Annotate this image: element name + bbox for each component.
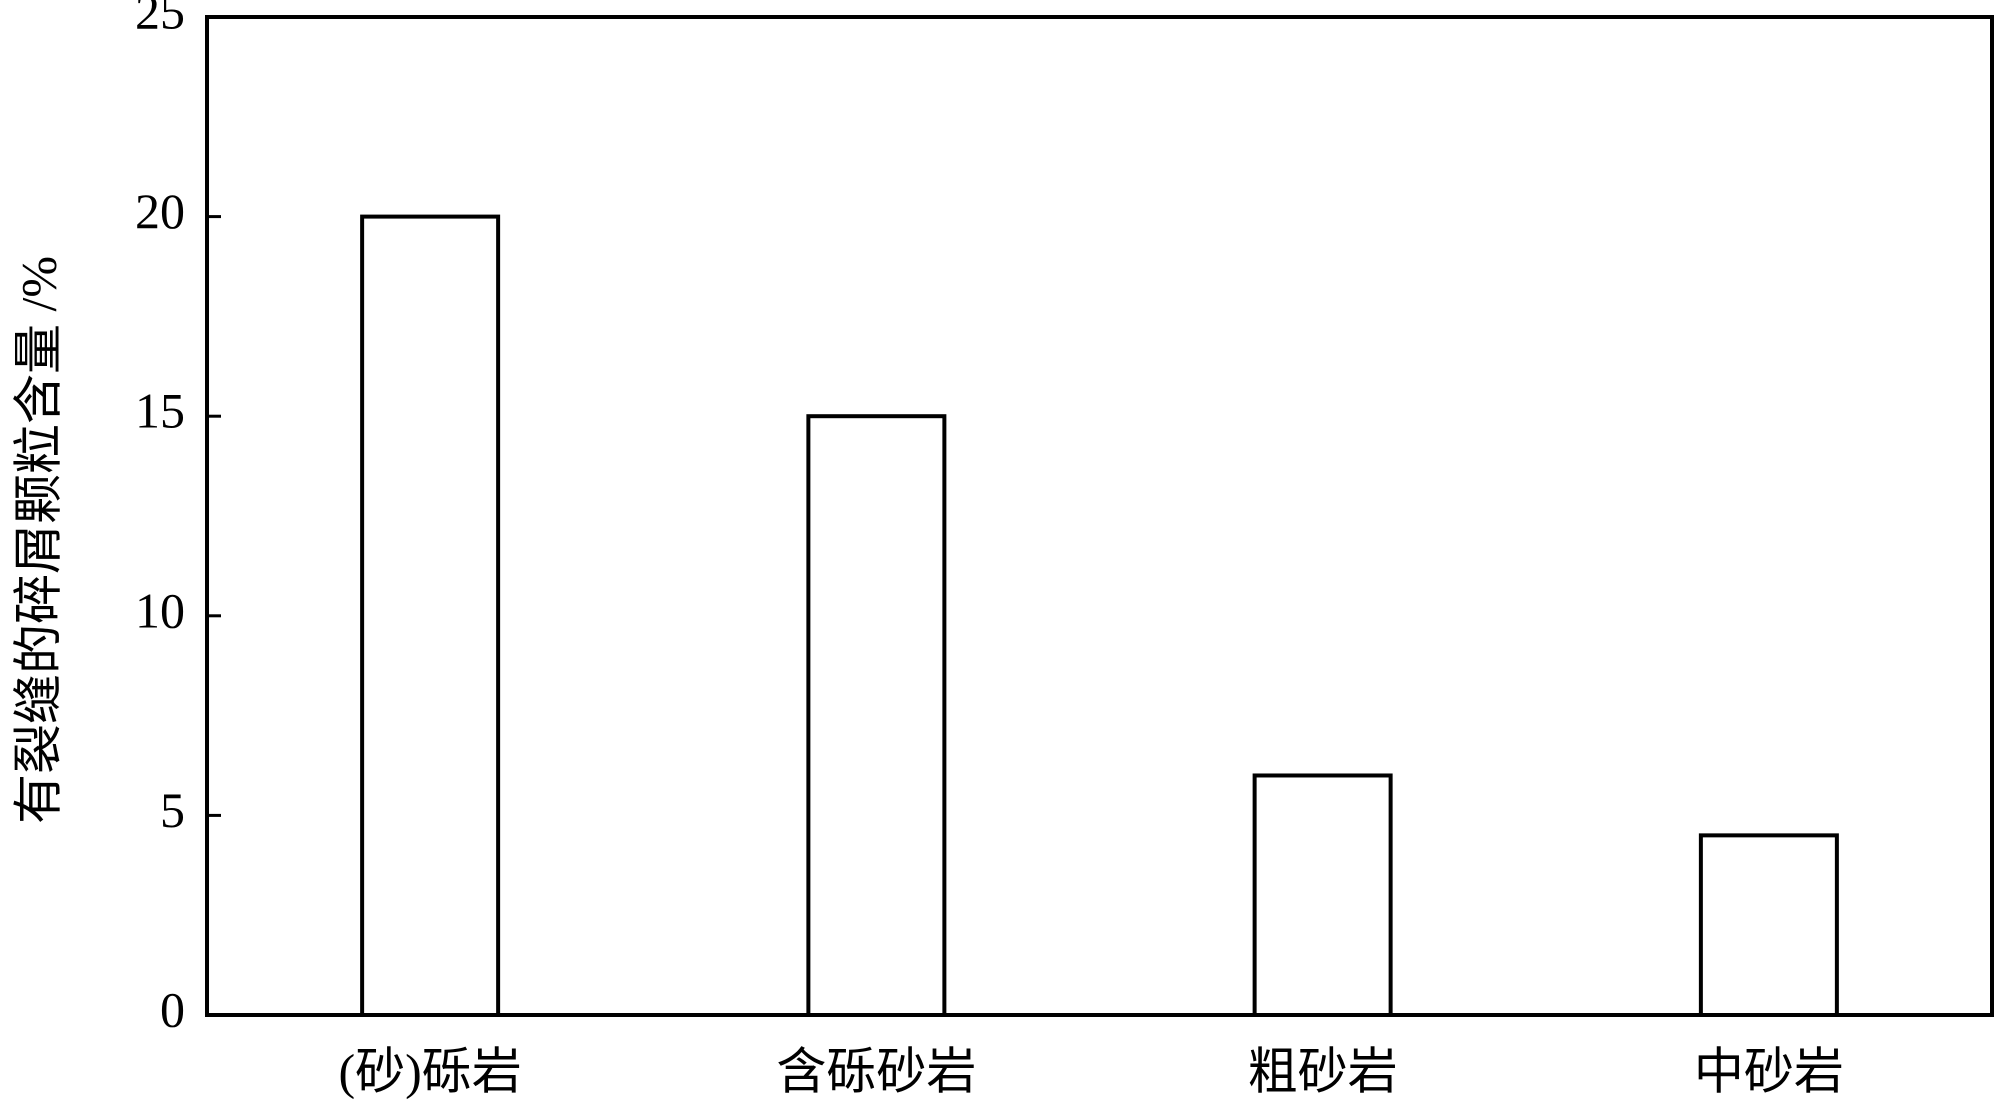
- x-tick-label: 中砂岩: [1694, 1043, 1844, 1099]
- bar: [806, 414, 947, 1017]
- bar: [1252, 773, 1393, 1017]
- x-tick-label: 含砾砂岩: [776, 1043, 976, 1099]
- y-tick-label: 5: [160, 782, 185, 838]
- x-tick-label: (砂)砾岩: [338, 1043, 521, 1099]
- y-tick-label: 25: [135, 0, 185, 39]
- y-tick-label: 15: [135, 383, 185, 439]
- y-axis-label: 有裂缝的碎屑颗粒含量 /%: [10, 256, 66, 824]
- y-tick-label: 10: [135, 582, 185, 638]
- y-tick-label: 20: [135, 183, 185, 239]
- plot-frame: [205, 15, 1994, 1017]
- x-tick-label: 粗砂岩: [1248, 1043, 1398, 1099]
- bar: [360, 214, 501, 1018]
- bar: [1698, 833, 1839, 1017]
- y-tick-label: 0: [160, 981, 185, 1037]
